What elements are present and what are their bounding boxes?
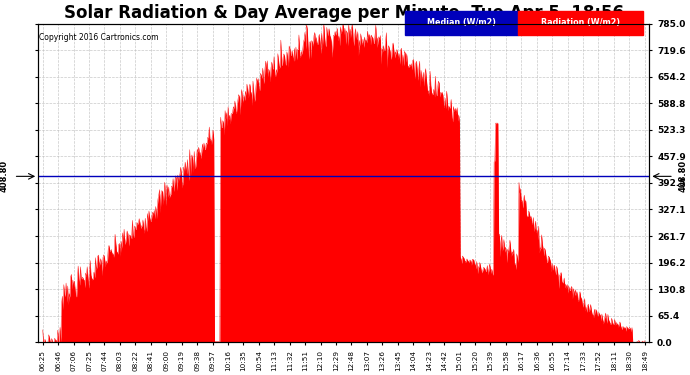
Title: Solar Radiation & Day Average per Minute  Tue Apr 5  18:56: Solar Radiation & Day Average per Minute… bbox=[63, 4, 624, 22]
Text: 408.80: 408.80 bbox=[0, 160, 9, 192]
Bar bbox=[405, 11, 518, 35]
Text: Radiation (W/m2): Radiation (W/m2) bbox=[541, 18, 620, 27]
Bar bbox=[518, 11, 643, 35]
Text: Copyright 2016 Cartronics.com: Copyright 2016 Cartronics.com bbox=[39, 33, 159, 42]
Text: Median (W/m2): Median (W/m2) bbox=[427, 18, 496, 27]
Text: 408.80: 408.80 bbox=[678, 160, 687, 192]
